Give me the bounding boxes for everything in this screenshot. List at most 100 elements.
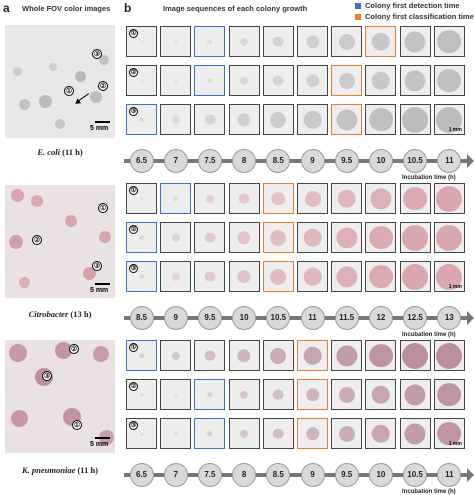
colony-tile: [194, 183, 226, 214]
colony-tile: [194, 104, 226, 135]
colony-spot: [171, 272, 180, 281]
colony-spot: [207, 430, 213, 437]
colony-spot: [270, 347, 287, 364]
colony-spot: [138, 352, 145, 359]
colony: [9, 344, 27, 362]
colony: [11, 410, 28, 427]
colony: [90, 91, 102, 103]
row-marker: ①: [129, 29, 138, 38]
colony-tile: [228, 222, 260, 253]
colony-tile: [433, 379, 465, 410]
colony-tile: [194, 65, 226, 96]
colony-spot: [270, 111, 287, 128]
colony-spot: [270, 229, 287, 246]
colony-spot: [336, 226, 358, 249]
colony-spot: [171, 351, 180, 360]
colony-tile: ②: [126, 379, 157, 410]
colony-spot: [402, 263, 429, 290]
colony-tile: [365, 261, 397, 292]
scale-bar: [95, 121, 110, 123]
colony-tile: [365, 65, 397, 96]
colony-spot: [272, 75, 284, 86]
colony-tile: [331, 26, 363, 57]
time-point: 8: [232, 149, 257, 173]
colony: [75, 71, 86, 82]
colony-spot: [174, 79, 178, 82]
scale-bar: [95, 437, 110, 439]
time-point: 12: [368, 306, 393, 330]
row-marker: ③: [129, 264, 138, 273]
colony-tile: [331, 65, 363, 96]
fov-image-ecoli: ① ② ③ 5 mm: [5, 25, 115, 138]
colony-tile: [262, 222, 294, 253]
colony-tile: [228, 65, 260, 96]
colony-tile: [262, 418, 294, 449]
time-point: 13: [437, 306, 462, 330]
colony-spot: [240, 390, 249, 399]
time-point: 6.5: [129, 149, 154, 173]
time-point: 10.5: [403, 149, 428, 173]
time-point: 10: [232, 306, 257, 330]
colony-marker-1: ①: [98, 203, 108, 213]
colony-spot: [204, 271, 216, 282]
colony-spot: [238, 193, 250, 204]
colony-tile: [365, 340, 397, 371]
colony: [99, 55, 109, 65]
colony-tile: [433, 340, 465, 371]
colony-spot: [303, 346, 322, 365]
colony-spot: [404, 30, 426, 53]
time-point: 10: [368, 463, 393, 487]
time-point: 7: [163, 463, 188, 487]
colony-spot: [272, 428, 284, 439]
time-point: 9.5: [334, 463, 359, 487]
colony-tile: [160, 379, 192, 410]
time-point: 8.5: [266, 149, 291, 173]
organism-name: E. coli: [37, 147, 60, 157]
caption-kpneumoniae: K. pneumoniae (11 h): [5, 465, 115, 475]
colony-tile: [399, 222, 431, 253]
colony-tile: [399, 261, 431, 292]
row-marker: ①: [129, 343, 138, 352]
colony-tile: [228, 340, 260, 371]
colony-spot: [207, 391, 213, 398]
panel-a-letter: a: [3, 1, 10, 15]
timeline-arrow: [124, 311, 474, 325]
legend-classification: Colony first classification time: [355, 12, 474, 21]
colony: [13, 67, 22, 76]
colony-tile: [262, 183, 294, 214]
colony-spot: [304, 190, 321, 207]
colony-spot: [402, 342, 429, 369]
colony-spot: [140, 432, 143, 435]
colony-marker-2: ②: [98, 81, 108, 91]
time-point: 8: [232, 463, 257, 487]
time-point: 9: [300, 149, 325, 173]
incubation-time-label: Incubation time (h): [402, 489, 456, 495]
colony-spot: [368, 343, 393, 368]
legend-classification-label: Colony first classification time: [365, 12, 474, 21]
colony-spot: [436, 185, 463, 212]
colony-spot: [237, 348, 251, 363]
colony-spot: [305, 34, 320, 49]
panel-b-letter: b: [124, 1, 132, 15]
colony-spot: [237, 112, 251, 127]
colony-tile: [194, 261, 226, 292]
colony-marker-1: ①: [72, 420, 82, 430]
colony-tile: [194, 418, 226, 449]
colony-tile: [160, 340, 192, 371]
colony-tile: [160, 418, 192, 449]
colony-tile: [194, 26, 226, 57]
colony-tile: [365, 418, 397, 449]
panel-b-title: Image sequences of each colony growth: [163, 4, 308, 13]
colony-tile: ③: [126, 104, 157, 135]
time-point: 10: [368, 149, 393, 173]
row-marker: ②: [129, 225, 138, 234]
colony-spot: [437, 68, 462, 93]
colony-tile: 1 mm: [433, 261, 465, 292]
legend-detection-label: Colony first detection time: [365, 1, 460, 10]
colony-tile: [228, 418, 260, 449]
colony-spot: [204, 114, 216, 125]
organism-time: (13 h): [70, 309, 92, 319]
colony-spot: [240, 76, 249, 85]
incubation-time-label: Incubation time (h): [402, 175, 456, 181]
